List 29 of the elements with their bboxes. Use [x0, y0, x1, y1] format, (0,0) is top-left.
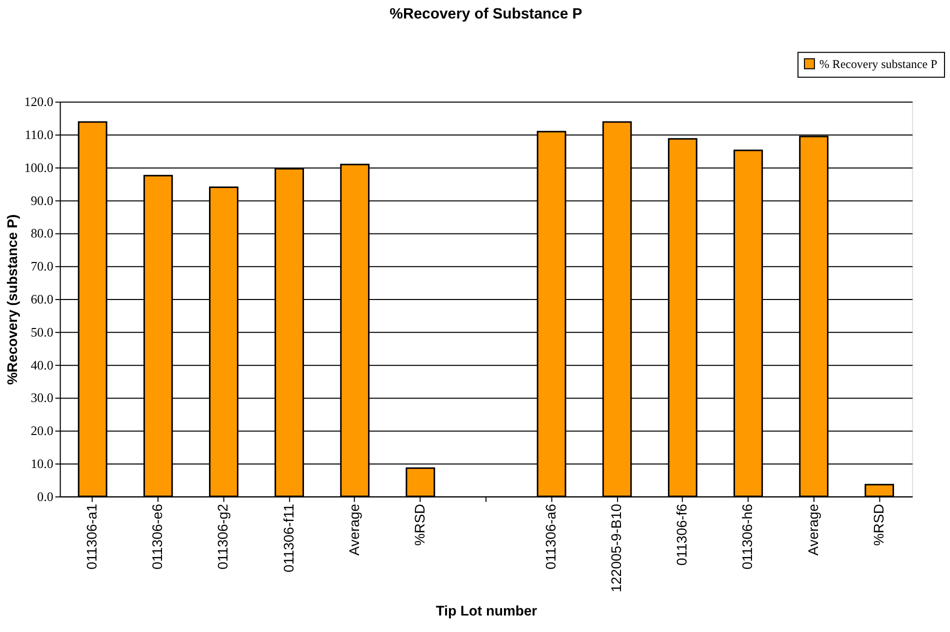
y-tick-label: 10.0 — [30, 456, 54, 472]
y-tick-label: 20.0 — [30, 423, 54, 438]
y-tick-label: 60.0 — [30, 292, 54, 307]
y-tick-label: 110.0 — [24, 127, 54, 142]
x-tick-label: 011306-g2 — [214, 504, 231, 570]
y-tick-label: 90.0 — [30, 192, 54, 208]
x-tick-label: 011306-f11 — [280, 504, 296, 572]
legend-label: % Recovery substance P — [819, 56, 938, 71]
x-tick-label: 011306-a6 — [542, 504, 559, 570]
x-tick-label: %RSD — [870, 504, 886, 546]
x-tick-label: Average — [346, 504, 362, 556]
y-tick-label: 70.0 — [30, 258, 54, 274]
y-tick-label: 80.0 — [30, 226, 54, 241]
chart-title: %Recovery of Substance P — [390, 5, 582, 22]
x-tick-label: %RSD — [411, 504, 428, 546]
y-tick-label: 120.0 — [24, 94, 54, 110]
y-tick-label: 0.0 — [37, 488, 54, 504]
y-tick-label: 40.0 — [30, 357, 54, 372]
y-tick-label: 50.0 — [30, 324, 54, 340]
y-tick-label: 100.0 — [24, 160, 54, 175]
x-axis-title: Tip Lot number — [436, 602, 538, 618]
x-tick-label: 011306-a1 — [84, 504, 100, 570]
x-tick-label: 011306-e6 — [149, 504, 166, 570]
x-tick-label: 122005-9-B10 — [608, 504, 624, 592]
x-tick-label: 011306-h6 — [739, 504, 756, 570]
y-axis-title: %Recovery (substance P) — [4, 214, 20, 385]
y-tick-label: 30.0 — [30, 390, 54, 406]
x-tick-label: 011306-f6 — [674, 504, 690, 566]
x-tick-label: Average — [804, 504, 821, 556]
